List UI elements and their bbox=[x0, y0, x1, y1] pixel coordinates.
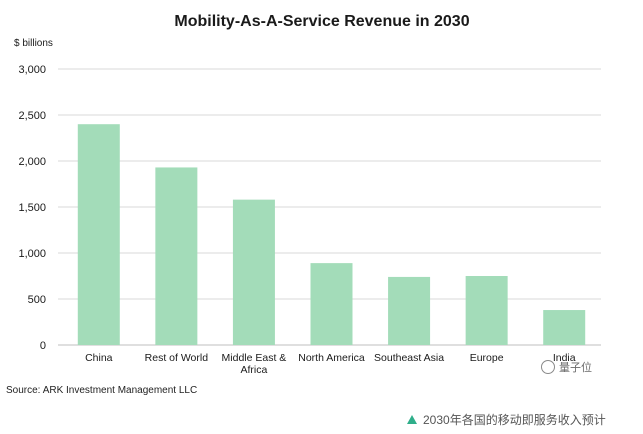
y-tick-label: 1,500 bbox=[18, 202, 46, 214]
bar bbox=[155, 167, 198, 345]
y-tick-label: 1,000 bbox=[18, 248, 46, 260]
y-tick-label: 2,500 bbox=[18, 110, 46, 122]
x-tick-label: China bbox=[85, 352, 113, 364]
chart-title: Mobility-As-A-Service Revenue in 2030 bbox=[174, 13, 469, 30]
x-tick-label: North America bbox=[298, 352, 365, 364]
gridlines bbox=[58, 68, 601, 346]
x-tick-label: Southeast Asia bbox=[374, 352, 444, 364]
x-tick-label: India bbox=[553, 352, 576, 364]
x-tick-labels: China Rest of World Middle East & Africa Nor… bbox=[85, 352, 576, 376]
y-axis-label: $ billions bbox=[14, 38, 53, 49]
bar bbox=[543, 310, 586, 345]
caption-text: 2030年各国的移动即服务收入预计 bbox=[423, 413, 606, 427]
source-note: Source: ARK Investment Management LLC bbox=[6, 385, 198, 396]
bars bbox=[77, 124, 586, 345]
x-tick-label: Europe bbox=[470, 352, 504, 364]
y-tick-labels: 0 500 1,000 1,500 2,000 2,500 3,000 bbox=[18, 64, 46, 352]
watermark: 量子位 bbox=[541, 359, 592, 375]
bar bbox=[465, 276, 508, 345]
y-tick-label: 500 bbox=[28, 294, 46, 306]
bar bbox=[310, 263, 353, 345]
triangle-icon bbox=[407, 415, 417, 424]
y-tick-label: 0 bbox=[40, 340, 46, 352]
x-tick-label: Middle East & Africa bbox=[222, 352, 287, 376]
bar bbox=[77, 124, 120, 345]
bar bbox=[232, 199, 275, 345]
qbitai-logo-icon bbox=[541, 360, 555, 374]
y-tick-label: 2,000 bbox=[18, 156, 46, 168]
x-tick-label: Rest of World bbox=[145, 352, 209, 364]
y-tick-label: 3,000 bbox=[18, 64, 46, 76]
watermark-text: 量子位 bbox=[559, 362, 592, 374]
caption: 2030年各国的移动即服务收入预计 bbox=[407, 411, 606, 428]
bar bbox=[388, 276, 431, 345]
